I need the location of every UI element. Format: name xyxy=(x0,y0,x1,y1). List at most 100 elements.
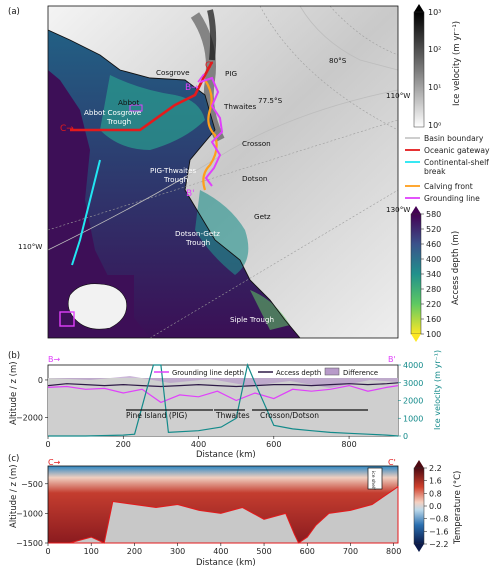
label-b-end-b: B' xyxy=(388,355,396,364)
colorbar-ice-velocity: 10³ 10² 10¹ 10⁰ Ice velocity (m yr⁻¹) xyxy=(413,4,462,130)
series-line-2 xyxy=(48,363,399,437)
colorbar-temp-extend-top xyxy=(414,460,424,468)
label-lon-110w-right: 110°W xyxy=(386,91,410,100)
c-x-tick-label: 700 xyxy=(343,547,358,556)
label-pig-thwaites-trough: PIG-Thwaites xyxy=(150,166,196,175)
depth-tick-label: 280 xyxy=(426,285,441,294)
legend-b-grounding-depth: Grounding line depth xyxy=(172,369,244,377)
label-siple-trough: Siple Trough xyxy=(230,315,274,324)
inset-region-box xyxy=(59,311,75,327)
colorbar-depth-extend-bottom xyxy=(411,334,421,342)
c-y-tick-label: −500 xyxy=(21,480,43,489)
panel-c: 0 100 200 300 400 500 600 700 800−500−1000−1500 … xyxy=(9,458,401,568)
b-x-tick-label: 400 xyxy=(191,440,206,449)
c-x-tick-label: 600 xyxy=(300,547,315,556)
label-dotson-getz-trough: Dotson-Getz xyxy=(175,229,220,238)
colorbar-temp-label: Temperature (°C) xyxy=(453,471,463,545)
panel-c-ylabel: Altitude / z (m) xyxy=(9,464,19,528)
label-c-start-c: C→ xyxy=(48,458,61,467)
velocity-tick-0: 10⁰ xyxy=(428,121,441,130)
legend-basin-boundary: Basin boundary xyxy=(424,134,484,143)
label-lon-110w-left: 110°W xyxy=(18,242,42,251)
difference-fill xyxy=(48,376,398,388)
legend-oceanic-gateway: Oceanic gateway xyxy=(424,146,490,155)
temp-tick-label: −0.8 xyxy=(429,515,448,524)
bed-area xyxy=(48,485,399,544)
depth-tick-label: 100 xyxy=(426,330,441,339)
legend-calving-front: Calving front xyxy=(424,182,473,191)
label-abbot-cosgrove-trough-2: Trough xyxy=(106,117,131,126)
b-y2-tick-label: 0 xyxy=(403,432,408,441)
panel-c-label: (c) xyxy=(8,454,19,464)
legend-b-swatch-difference xyxy=(324,367,340,376)
depth-tick-label: 580 xyxy=(426,210,441,219)
label-b-start-b: B→ xyxy=(48,355,60,364)
colorbar-depth-label: Access depth (m) xyxy=(451,231,461,305)
abbot-marker xyxy=(129,104,143,112)
label-cosgrove: Cosgrove xyxy=(156,68,190,77)
b-x-tick-label: 0 xyxy=(45,440,50,449)
coastline xyxy=(48,29,301,338)
label-getz: Getz xyxy=(254,212,271,221)
panel-c-xlabel: Distance (km) xyxy=(196,558,256,568)
colorbar-velocity-label: Ice velocity (m yr⁻¹) xyxy=(452,21,462,106)
b-y-tick-label: 0 xyxy=(38,376,43,385)
legend-continental-shelf-2: break xyxy=(424,167,446,176)
graticule-77-5s xyxy=(259,6,398,131)
label-c-end-c: C' xyxy=(388,458,396,467)
legend-b-access-depth: Access depth xyxy=(276,369,321,377)
series-line-1 xyxy=(47,382,399,388)
map-frame xyxy=(47,5,399,339)
c-x-tick-label: 500 xyxy=(256,547,271,556)
label-c-start: C→ xyxy=(60,124,74,134)
label-lat-77-5s: 77.5°S xyxy=(258,96,283,105)
panel-b-ylabel: Altitude / z (m) xyxy=(9,361,19,425)
graticule-110w xyxy=(48,119,398,231)
c-x-tick-label: 300 xyxy=(170,547,185,556)
c-x-tick-label: 200 xyxy=(127,547,142,556)
fast-ice-stream-core xyxy=(207,9,217,61)
velocity-tick-3: 10³ xyxy=(428,8,441,17)
b-y2-tick-label: 2000 xyxy=(403,397,423,406)
temp-tick-label: 0.8 xyxy=(429,489,442,498)
b-y-tick-label: −2000 xyxy=(16,413,43,422)
temp-tick-label: −1.6 xyxy=(429,527,448,536)
basin-boundary-line-2 xyxy=(299,6,398,71)
depth-tick-label: 160 xyxy=(426,315,441,324)
label-c-end: C' xyxy=(205,61,214,71)
basin-boundary-line xyxy=(48,89,398,251)
label-abbot-cosgrove-trough: Abbot Cosgrove xyxy=(84,108,142,117)
dotson-getz-trough xyxy=(195,190,249,275)
depth-tick-label: 460 xyxy=(426,240,441,249)
label-crosson: Crosson xyxy=(242,139,271,148)
map-legend: Basin boundary Oceanic gateway Continent… xyxy=(405,134,490,203)
label-lon-130w: 130°W xyxy=(386,205,410,214)
panel-b-label: (b) xyxy=(8,351,20,361)
label-pine-island: Pine Island (PIG) xyxy=(126,411,187,420)
ice-sheet xyxy=(48,6,398,338)
map-panel: Cosgrove Abbot PIG Thwaites Crosson Dots… xyxy=(48,6,398,338)
temp-tick-label: 0.0 xyxy=(429,502,442,511)
panel-b: 0 200 400 600 800 0 −2000 0 1000 2000 3000 4000 Pin… xyxy=(9,350,442,460)
b-y2-tick-label: 4000 xyxy=(403,361,423,370)
c-y-tick-label: −1000 xyxy=(16,509,43,518)
velocity-tick-1: 10¹ xyxy=(428,83,441,92)
c-y-tick-label: −1500 xyxy=(16,539,43,548)
depth-tick-label: 520 xyxy=(426,225,441,234)
label-pig: PIG xyxy=(225,69,237,78)
label-lat-80s: 80°S xyxy=(329,56,347,65)
siple-trough xyxy=(250,290,290,330)
b-x-tick-label: 200 xyxy=(116,440,131,449)
b-y2-tick-label: 1000 xyxy=(403,414,423,423)
panel-b-y2label: Ice velocity (m yr⁻¹) xyxy=(433,350,442,430)
colorbar-temperature: 2.2 1.6 0.8 0.0 −0.8 −1.6 −2.2 Temperature (°C… xyxy=(413,460,463,552)
c-x-tick-label: 800 xyxy=(386,547,401,556)
legend-continental-shelf: Continental-shelf xyxy=(424,158,489,167)
label-thwaites-b: Thwaites xyxy=(215,411,250,420)
label-pig-thwaites-trough-2: Trough xyxy=(163,175,188,184)
graticule-130w xyxy=(149,189,398,338)
label-abbot: Abbot xyxy=(118,98,139,107)
series-line-0 xyxy=(47,384,399,404)
b-y2-tick-label: 3000 xyxy=(403,379,423,388)
